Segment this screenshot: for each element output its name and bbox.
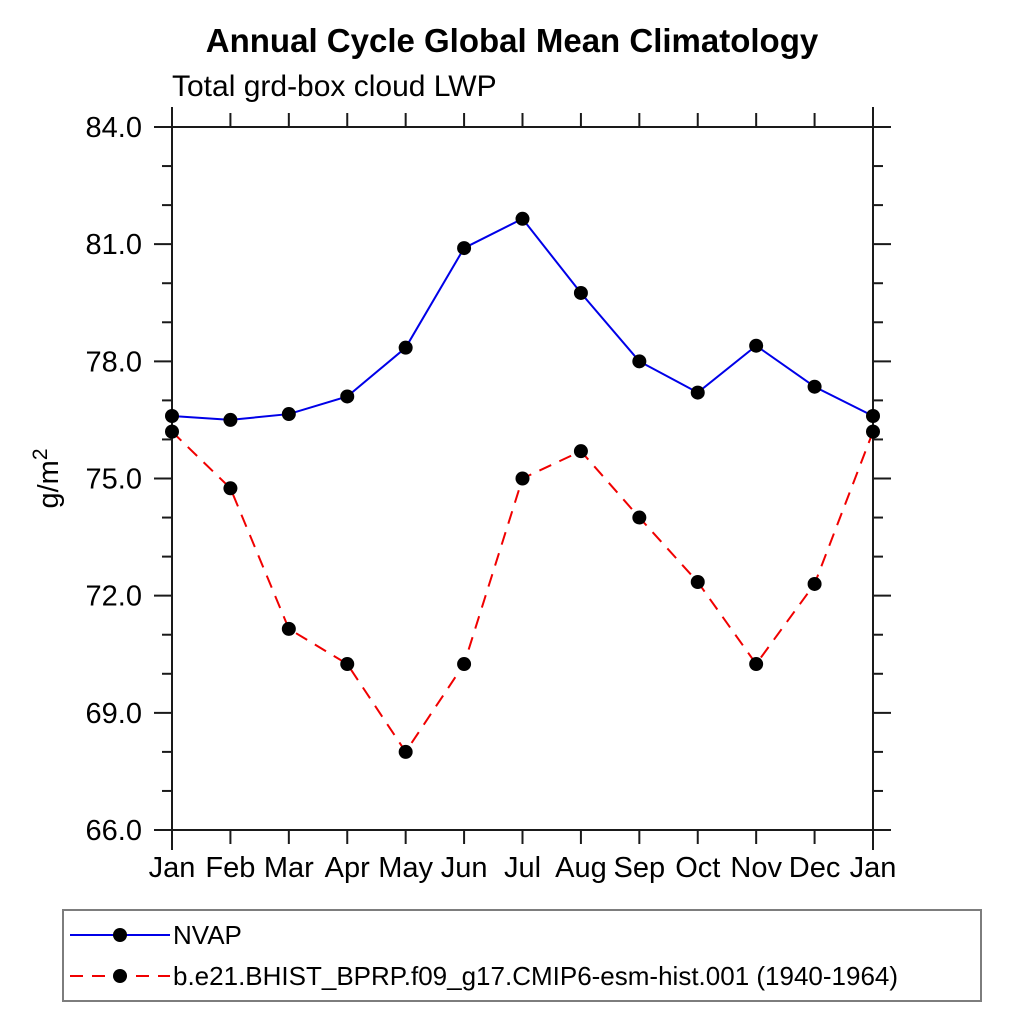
- legend-marker-dot-icon: [113, 969, 127, 983]
- x-tick-label: Feb: [205, 852, 255, 884]
- data-point-nvap: [573, 285, 588, 300]
- x-tick-label: Jul: [504, 852, 541, 884]
- data-point-model: [165, 424, 179, 439]
- x-tick-label: Jan: [149, 852, 196, 884]
- data-point-model: [632, 510, 647, 525]
- data-point-nvap: [749, 338, 764, 353]
- data-point-nvap: [281, 407, 296, 422]
- data-point-nvap: [340, 389, 355, 404]
- data-point-model: [866, 424, 880, 439]
- y-tick-label: 72.0: [86, 581, 142, 613]
- x-tick-label: Sep: [614, 852, 666, 884]
- x-tick-label: Nov: [730, 852, 782, 884]
- legend-label-nvap: NVAP: [173, 919, 242, 950]
- data-point-model: [281, 621, 296, 636]
- data-point-model: [573, 444, 588, 459]
- data-point-nvap: [690, 385, 705, 400]
- data-point-nvap: [398, 340, 413, 355]
- data-point-nvap: [165, 409, 179, 424]
- y-tick-label: 84.0: [86, 112, 142, 144]
- x-tick-label: Jun: [441, 852, 488, 884]
- data-point-nvap: [457, 241, 472, 256]
- legend-line-sample-nvap: [70, 928, 170, 942]
- legend-marker-dot-icon: [113, 928, 127, 942]
- y-tick-label: 75.0: [86, 464, 142, 496]
- x-tick-label: Apr: [325, 852, 370, 884]
- data-point-nvap: [866, 409, 880, 424]
- y-tick-label: 81.0: [86, 229, 142, 261]
- data-point-nvap: [223, 412, 238, 427]
- x-tick-label: Jan: [850, 852, 897, 884]
- x-tick-label: Mar: [264, 852, 314, 884]
- data-point-nvap: [515, 211, 530, 226]
- data-point-nvap: [632, 354, 647, 369]
- y-tick-label: 78.0: [86, 346, 142, 378]
- data-point-model: [749, 657, 764, 672]
- data-point-model: [515, 471, 530, 486]
- x-tick-label: May: [378, 852, 433, 884]
- series-line-nvap: [171, 217, 874, 421]
- legend-line-sample-model: [70, 969, 170, 983]
- legend-item-nvap: NVAP: [70, 919, 980, 951]
- y-tick-label: 66.0: [86, 815, 142, 847]
- data-point-nvap: [807, 379, 822, 394]
- data-point-model: [457, 657, 472, 672]
- chart-subtitle: Total grd-box cloud LWP: [172, 70, 497, 103]
- y-tick-label: 69.0: [86, 698, 142, 730]
- legend: NVAP b.e21.BHIST_BPRP.f09_g17.CMIP6-esm-…: [62, 909, 982, 1002]
- data-point-model: [398, 744, 413, 759]
- legend-label-model: b.e21.BHIST_BPRP.f09_g17.CMIP6-esm-hist.…: [173, 960, 899, 991]
- data-point-model: [807, 576, 822, 591]
- y-axis-title: g/m2: [29, 448, 65, 508]
- data-point-model: [223, 481, 238, 496]
- chart-title: Annual Cycle Global Mean Climatology: [205, 22, 819, 59]
- data-point-model: [340, 657, 355, 672]
- x-tick-label: Aug: [555, 852, 607, 884]
- x-tick-label: Oct: [675, 852, 720, 884]
- data-point-model: [690, 574, 705, 589]
- legend-item-model: b.e21.BHIST_BPRP.f09_g17.CMIP6-esm-hist.…: [70, 960, 980, 992]
- x-tick-label: Dec: [789, 852, 841, 884]
